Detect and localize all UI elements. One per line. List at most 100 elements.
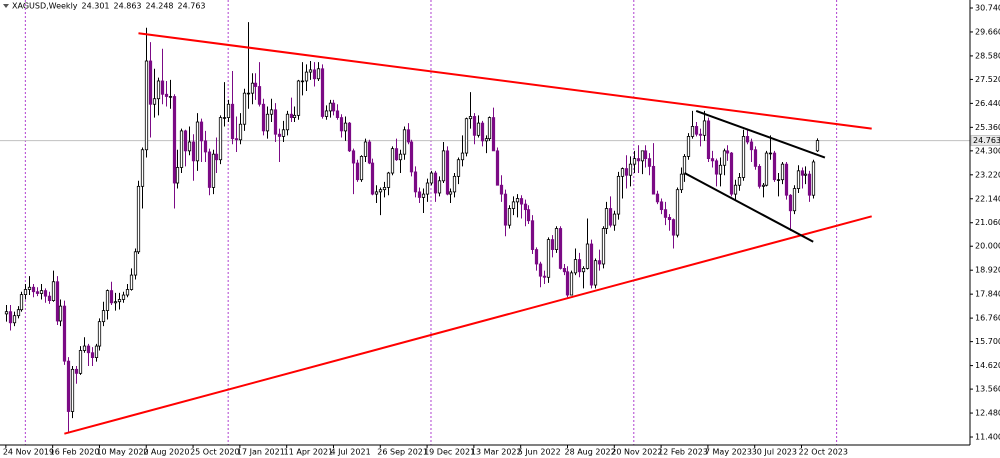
header: XAGUSD,Weekly 24.301 24.863 24.248 24.763 [3, 2, 206, 11]
x-tick-label: 25 Oct 2020 [190, 448, 239, 457]
candle-body [296, 80, 301, 116]
candle-body [234, 138, 239, 141]
candle-body [698, 133, 703, 136]
candle-body [597, 260, 602, 265]
candle-body [523, 203, 528, 211]
candle-body [511, 201, 516, 209]
candle-body [261, 103, 266, 132]
candle-body [413, 171, 418, 193]
candle-body [211, 153, 216, 188]
candle-body [58, 305, 63, 322]
candle-body [628, 163, 633, 176]
candle-body [86, 345, 91, 354]
candle-body [101, 310, 106, 323]
candle-body [94, 345, 99, 358]
candle-body [347, 122, 352, 152]
candle-body [526, 209, 531, 222]
candle-body [195, 121, 200, 162]
candle-body [277, 133, 282, 137]
candle-body [343, 122, 348, 132]
candle-body [780, 163, 785, 181]
candle-body [66, 360, 71, 412]
candle-body [351, 150, 356, 164]
candle-body [168, 96, 173, 98]
candle-body [4, 311, 9, 315]
candle-body [27, 286, 32, 290]
candle-body [31, 286, 36, 293]
candle-body [764, 152, 769, 186]
candle-body [702, 120, 707, 136]
y-tick-label: 14.620 [975, 361, 1000, 370]
candle-body [546, 239, 551, 278]
candle-body [402, 129, 407, 155]
candle-body [589, 243, 594, 286]
x-tick-label: 17 Jan 2021 [237, 448, 285, 457]
candle-body [246, 92, 251, 95]
x-tick-label: 5 Jun 2022 [518, 448, 561, 457]
x-tick-label: 4 Jul 2021 [330, 448, 370, 457]
y-tick-label: 24.300 [975, 146, 1000, 155]
candle-body [62, 305, 67, 362]
candle-body [624, 168, 629, 176]
candle-body [289, 113, 294, 118]
y-tick-label: 13.560 [975, 385, 1000, 394]
candle-body [733, 184, 738, 195]
candle-body [722, 150, 727, 166]
plot-area [0, 0, 970, 445]
candle-body [250, 82, 255, 94]
candle-body [690, 126, 695, 137]
candle-body [230, 103, 235, 140]
y-tick-label: 17.840 [975, 290, 1000, 299]
candle-body [82, 345, 87, 351]
candle-body [772, 152, 777, 181]
candle-body [815, 140, 820, 152]
candle-body [324, 110, 329, 117]
candle-body [601, 228, 606, 265]
candle-body [187, 141, 192, 152]
x-tick-label: 19 Dec 2021 [424, 448, 475, 457]
candle-body [406, 129, 411, 143]
candle-body [448, 191, 453, 195]
candle-body [784, 163, 789, 196]
y-tick-label: 11.400 [975, 433, 1000, 442]
candle-body [659, 201, 664, 211]
candle-body [749, 141, 754, 151]
candle-body [811, 161, 816, 196]
trendline [64, 215, 872, 435]
candle-body [214, 153, 219, 161]
candle-body [179, 130, 184, 168]
candle-body [175, 167, 180, 184]
candle-body [667, 216, 672, 221]
candle-body [480, 122, 485, 142]
candle-body [328, 102, 333, 112]
candle-body [355, 162, 360, 181]
candle-body [191, 141, 196, 162]
candle-body [671, 219, 676, 236]
candle-body [608, 208, 613, 226]
candle-body [304, 71, 309, 82]
candle-body [90, 352, 95, 358]
x-tick-label: 22 Oct 2023 [799, 448, 848, 457]
y-tick-label: 26.440 [975, 99, 1000, 108]
candle-body [12, 315, 17, 324]
y-tick-label: 22.140 [975, 194, 1000, 203]
candle-body [238, 123, 243, 141]
y-tick-label: 12.480 [975, 409, 1000, 418]
candle-body [554, 228, 559, 250]
candle-body [761, 184, 766, 187]
candle-body [632, 158, 637, 165]
candle-body [129, 274, 134, 290]
candle-body [226, 103, 231, 118]
candle-body [409, 141, 414, 173]
candle-body [156, 80, 161, 100]
candle-body [800, 170, 805, 176]
header-value: 24.248 [146, 2, 174, 11]
candle-body [273, 109, 278, 135]
candle-body [222, 117, 227, 119]
candle-body [515, 198, 520, 203]
candle-body [199, 121, 204, 142]
candle-body [464, 118, 469, 154]
candle-body [121, 294, 126, 300]
candle-body [331, 102, 336, 112]
candle-body [35, 291, 40, 294]
